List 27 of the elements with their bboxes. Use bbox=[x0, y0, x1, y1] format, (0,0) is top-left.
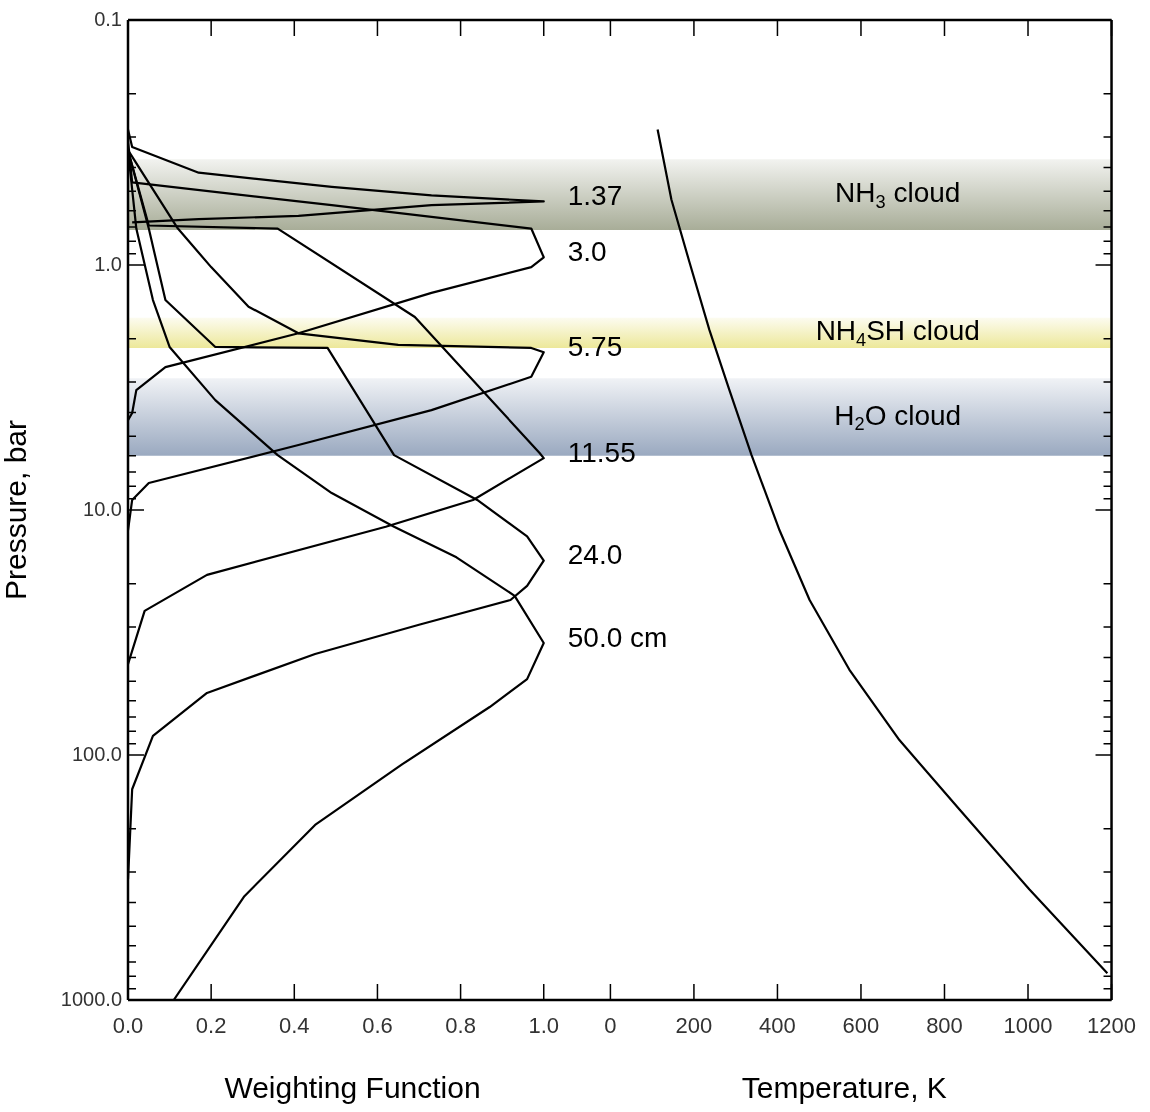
x-tick-label: 0.4 bbox=[279, 1013, 310, 1039]
x-tick-label: 400 bbox=[759, 1013, 796, 1039]
y-tick-label: 1.0 bbox=[94, 252, 122, 275]
x-tick-label: 0.0 bbox=[112, 1013, 144, 1039]
series-label: 24.0 bbox=[567, 539, 623, 571]
series-label: 50.0 cm bbox=[567, 621, 668, 653]
x-tick-label: 600 bbox=[842, 1013, 880, 1039]
y-tick-label: 100.0 bbox=[71, 742, 122, 765]
series-label: 5.75 bbox=[567, 330, 623, 362]
x-axis-title: Weighting Function bbox=[224, 1071, 481, 1105]
x-tick-label: 1000 bbox=[1003, 1013, 1053, 1039]
x-tick-label: 200 bbox=[675, 1013, 713, 1039]
y-tick-label: 10.0 bbox=[83, 497, 122, 520]
y-axis-title: Pressure, bar bbox=[0, 419, 33, 601]
x-tick-label: 0 bbox=[604, 1013, 617, 1039]
series-label: 3.0 bbox=[567, 236, 607, 267]
series-label: 1.37 bbox=[567, 180, 623, 212]
x-tick-label: 0.6 bbox=[362, 1013, 393, 1039]
x-axis-title: Temperature, K bbox=[741, 1071, 947, 1105]
x-tick-label: 800 bbox=[926, 1013, 963, 1039]
x-tick-label: 1200 bbox=[1087, 1013, 1137, 1039]
y-tick-label: 1000.0 bbox=[60, 987, 122, 1010]
series-label: 11.55 bbox=[567, 436, 636, 468]
x-tick-label: 0.8 bbox=[445, 1013, 476, 1039]
x-tick-label: 0.2 bbox=[195, 1013, 227, 1039]
y-tick-label: 0.1 bbox=[94, 7, 122, 30]
x-tick-label: 1.0 bbox=[528, 1013, 560, 1039]
